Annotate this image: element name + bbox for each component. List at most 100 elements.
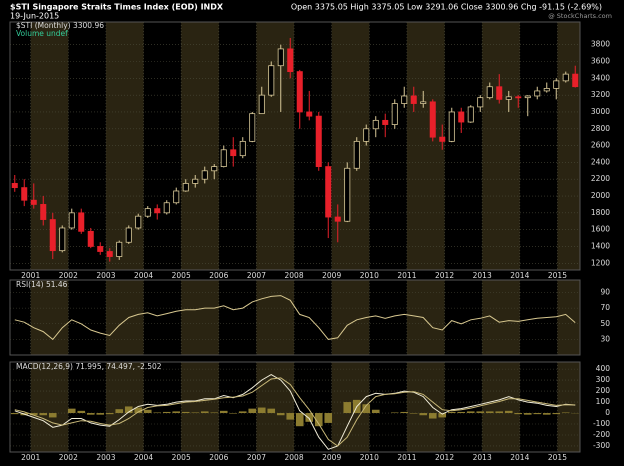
year-band <box>406 280 445 355</box>
histogram-bar <box>476 411 485 414</box>
histogram-bar <box>409 413 418 414</box>
candle-body <box>173 190 180 204</box>
histogram-bar <box>29 413 38 416</box>
y-tick-label: 2600 <box>591 141 610 150</box>
histogram-bar <box>419 413 428 416</box>
y-tick-label: 30 <box>600 334 610 343</box>
panel-title: $STI (Monthly) 3300.96 <box>16 21 104 30</box>
y-tick-label: 70 <box>600 303 610 312</box>
candle-body <box>486 86 493 99</box>
panel-frame <box>9 21 581 271</box>
histogram-bar <box>362 404 371 414</box>
candle-body <box>268 65 275 96</box>
y-tick-label: 1400 <box>591 241 610 250</box>
histogram-bar <box>457 411 466 414</box>
y-tick-label: 3000 <box>591 107 610 116</box>
candle-body <box>239 140 246 157</box>
histogram-bar <box>257 407 266 414</box>
candle-body <box>135 215 142 229</box>
y-tick-label: 50 <box>600 319 610 328</box>
candle-body <box>325 166 332 218</box>
candle-body <box>410 95 417 104</box>
candle-body <box>382 119 389 125</box>
histogram-bar <box>542 413 551 415</box>
chart-header-title: $STI Singapore Straits Times Index (EOD)… <box>10 3 224 12</box>
x-tick-label: 2010 <box>360 453 379 462</box>
y-tick-label: 90 <box>600 288 610 297</box>
y-tick-label: -200 <box>593 430 610 439</box>
year-band <box>482 22 520 270</box>
y-tick-label: 2400 <box>591 157 610 166</box>
y-tick-label: 300 <box>596 375 611 384</box>
y-tick-label: -300 <box>593 441 610 450</box>
x-tick-label: 2011 <box>397 453 416 462</box>
histogram-bar <box>267 408 276 414</box>
y-tick-label: 3600 <box>591 57 610 66</box>
year-band <box>181 362 219 452</box>
candle-body <box>78 212 85 232</box>
candle-body <box>572 73 579 88</box>
x-tick-label: 2006 <box>209 271 228 280</box>
histogram-bar <box>191 412 200 414</box>
candle-body <box>182 183 189 192</box>
candle-body <box>59 227 66 252</box>
candle-body <box>543 88 550 92</box>
candle-body <box>505 96 512 100</box>
year-band <box>406 22 445 270</box>
candle-body <box>30 199 37 205</box>
histogram-bar <box>561 412 570 414</box>
x-tick-label: 2005 <box>172 271 191 280</box>
series-line <box>14 374 576 450</box>
histogram-bar <box>305 413 314 422</box>
candle-body <box>192 178 199 184</box>
candle-body <box>562 73 569 82</box>
histogram-bar <box>514 413 523 415</box>
candle-body <box>144 208 151 217</box>
candle-body <box>496 86 503 100</box>
candle-body <box>68 212 75 229</box>
histogram-bar <box>523 413 532 415</box>
histogram-bar <box>286 413 295 420</box>
x-tick-label: 2013 <box>473 453 492 462</box>
x-tick-label: 2005 <box>172 453 191 462</box>
y-tick-label: 3200 <box>591 90 610 99</box>
year-band <box>331 280 370 355</box>
x-tick-label: 2014 <box>510 453 529 462</box>
candle-body <box>467 106 474 123</box>
x-tick-label: 2007 <box>247 453 266 462</box>
candle-body <box>11 183 18 189</box>
panel-title: RSI(14) 51.46 <box>16 280 68 289</box>
candle-body <box>106 251 113 257</box>
candle-body <box>353 140 360 169</box>
x-tick-label: 2014 <box>510 271 529 280</box>
candle-body <box>287 48 294 73</box>
year-band <box>181 22 219 270</box>
candle-body <box>458 111 465 123</box>
quote: Open 3375.05 High 3375.05 Low 3291.06 Cl… <box>291 3 602 12</box>
year-band <box>557 362 580 452</box>
candle-body <box>277 48 284 67</box>
candle-body <box>249 113 256 142</box>
histogram-bar <box>343 402 352 414</box>
histogram-bar <box>428 413 437 419</box>
year-band <box>105 280 144 355</box>
x-tick-label: 2001 <box>21 271 40 280</box>
candle-body <box>429 101 436 138</box>
x-tick-label: 2002 <box>59 271 78 280</box>
candle-body <box>334 216 341 222</box>
chart-date: 19-Jun-2015 <box>10 12 59 21</box>
histogram-bar <box>447 411 456 414</box>
candle-body <box>49 219 56 252</box>
panel-frame <box>9 279 581 356</box>
year-band <box>30 280 69 355</box>
year-band <box>105 22 144 270</box>
histogram-bar <box>504 410 513 414</box>
y-tick-label: 2000 <box>591 191 610 200</box>
year-bands <box>30 22 580 452</box>
histogram-bar <box>400 411 409 414</box>
candle-body <box>163 202 170 214</box>
panel-subtitle: Volume undef <box>16 29 68 38</box>
histogram-bar <box>438 413 447 418</box>
histogram-bar <box>390 412 399 414</box>
credit: @ StockCharts.com <box>548 12 612 20</box>
